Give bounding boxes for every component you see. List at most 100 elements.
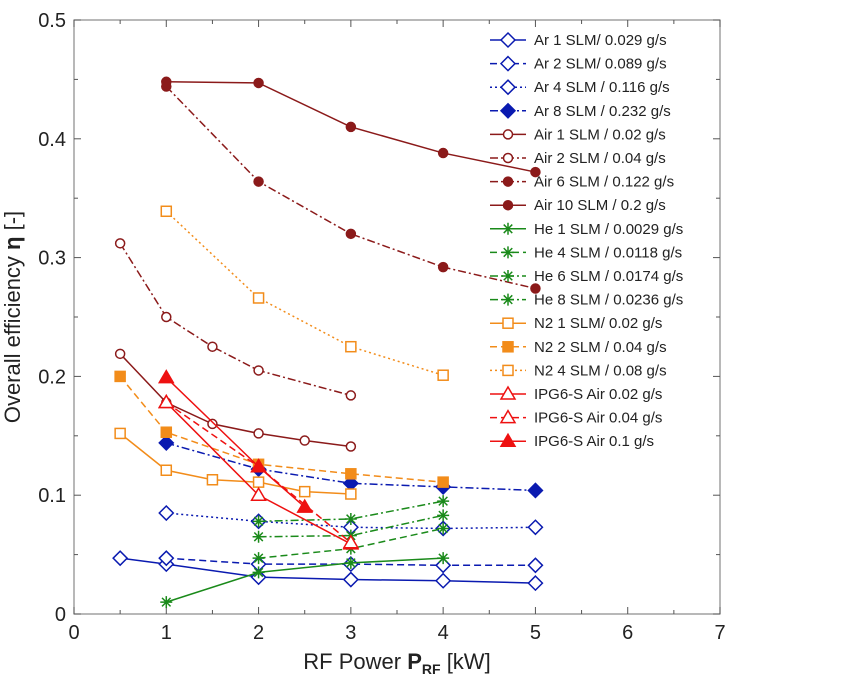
y-axis-label-prefix: Overall efficiency (0, 250, 25, 423)
x-tick-label: 7 (714, 622, 725, 644)
legend-marker (499, 31, 517, 49)
legend-marker (499, 79, 517, 96)
data-point (207, 418, 218, 430)
y-tick-label: 0.1 (38, 485, 66, 507)
legend-marker (502, 176, 514, 187)
data-point (157, 369, 175, 384)
data-point (160, 205, 173, 218)
legend-marker (502, 364, 514, 377)
data-point (527, 482, 544, 499)
tick-labels: 0 1 2 3 4 5 6 7 0 0.1 0.2 0.3 0.4 0.5 (38, 10, 725, 644)
legend-label: IPG6-S Air 0.02 g/s (534, 386, 662, 403)
data-point (114, 238, 126, 249)
series-air-1-slm-0-02-g-s (114, 348, 357, 452)
legend-item: Ar 2 SLM/ 0.089 g/s (490, 55, 667, 73)
data-point (345, 488, 357, 500)
legend-marker (499, 55, 517, 72)
data-point (253, 428, 264, 439)
data-point (207, 341, 218, 352)
legend-marker (502, 199, 514, 211)
legend-marker (502, 341, 514, 353)
data-point (250, 458, 267, 473)
series-he-1-slm-0-0029-g-s (160, 552, 450, 609)
legend-label: He 8 SLM / 0.0236 g/s (534, 292, 683, 309)
series-line (165, 210, 444, 376)
data-point (252, 515, 265, 528)
y-axis-label-symbol: η (0, 237, 25, 250)
data-point (530, 166, 541, 178)
legend-item: N2 2 SLM / 0.04 g/s (490, 339, 667, 356)
series-ipg6-s-air-0-1-g-s (157, 369, 314, 513)
legend-item: He 1 SLM / 0.0029 g/s (490, 221, 683, 238)
legend-label: Air 2 SLM / 0.04 g/s (534, 150, 666, 167)
legend-label: He 6 SLM / 0.0174 g/s (534, 268, 683, 285)
data-point (437, 476, 449, 488)
legend-item: He 4 SLM / 0.0118 g/s (490, 244, 682, 261)
data-point (437, 552, 450, 565)
series-n2-4-slm-0-08-g-s (160, 205, 449, 381)
data-point (527, 557, 544, 574)
legend-item: Ar 4 SLM / 0.116 g/s (490, 79, 670, 96)
x-tick-label: 5 (530, 622, 541, 644)
data-point (250, 486, 267, 501)
data-point (157, 394, 175, 409)
data-point (253, 176, 264, 187)
data-point (161, 76, 172, 88)
x-tick-label: 3 (345, 622, 356, 644)
legend-label: N2 2 SLM / 0.04 g/s (534, 339, 667, 356)
legend-item: N2 1 SLM/ 0.02 g/s (490, 315, 662, 332)
series-line (119, 432, 351, 495)
legend-label: N2 1 SLM/ 0.02 g/s (534, 315, 662, 332)
x-tick-label: 4 (438, 622, 449, 644)
legend-marker (502, 246, 514, 259)
data-point (252, 292, 265, 304)
legend-item: N2 4 SLM / 0.08 g/s (490, 362, 667, 379)
legend-label: Ar 1 SLM/ 0.029 g/s (534, 32, 667, 49)
legend-label: Air 10 SLM / 0.2 g/s (534, 197, 666, 214)
series-air-2-slm-0-04-g-s (114, 238, 357, 401)
y-tick-label: 0.4 (38, 129, 66, 151)
data-point (160, 596, 173, 609)
data-point (437, 369, 449, 381)
y-tick-label: 0 (55, 604, 66, 626)
legend-label: Ar 4 SLM / 0.116 g/s (534, 79, 670, 96)
x-tick-label: 6 (622, 622, 633, 644)
legend-marker (499, 385, 517, 400)
data-point (530, 283, 541, 294)
legend-marker (499, 432, 517, 447)
data-point (252, 530, 265, 543)
data-point (252, 566, 265, 579)
legend-label: N2 4 SLM / 0.08 g/s (534, 362, 667, 379)
legend-marker (502, 129, 514, 140)
legend-item: IPG6-S Air 0.02 g/s (490, 385, 662, 403)
data-point (527, 575, 544, 592)
legend-label: IPG6-S Air 0.04 g/s (534, 410, 662, 427)
data-point (253, 365, 264, 376)
legend-marker (502, 293, 514, 306)
legend-marker (502, 152, 514, 164)
legend-marker (502, 317, 514, 329)
legend-label: Ar 8 SLM / 0.232 g/s (534, 103, 671, 120)
legend-label: He 4 SLM / 0.0118 g/s (534, 244, 682, 261)
legend-label: Air 6 SLM / 0.122 g/s (534, 174, 674, 191)
legend-item: Ar 8 SLM / 0.232 g/s (490, 102, 671, 120)
legend-label: Ar 2 SLM/ 0.089 g/s (534, 56, 667, 73)
data-point (344, 512, 357, 525)
data-point (345, 340, 357, 353)
y-axis-label-suffix: [-] (0, 211, 25, 237)
legend: Ar 1 SLM/ 0.029 g/s Ar 2 SLM/ 0.089 g/s Ar… (490, 31, 683, 450)
x-tick-label: 1 (161, 622, 172, 644)
x-tick-label: 2 (253, 622, 264, 644)
y-tick-label: 0.5 (38, 10, 66, 32)
legend-marker (499, 102, 517, 119)
data-point (437, 522, 450, 535)
x-axis-label-prefix: RF Power (303, 649, 407, 674)
series-line (119, 242, 352, 397)
series-air-10-slm-0-2-g-s (161, 76, 541, 178)
legend-item: Air 2 SLM / 0.04 g/s (490, 150, 666, 167)
legend-item: IPG6-S Air 0.1 g/s (490, 432, 654, 450)
data-point (158, 434, 175, 451)
series-line (120, 557, 536, 584)
data-point (160, 426, 173, 438)
legend-label: IPG6-S Air 0.1 g/s (534, 433, 654, 450)
